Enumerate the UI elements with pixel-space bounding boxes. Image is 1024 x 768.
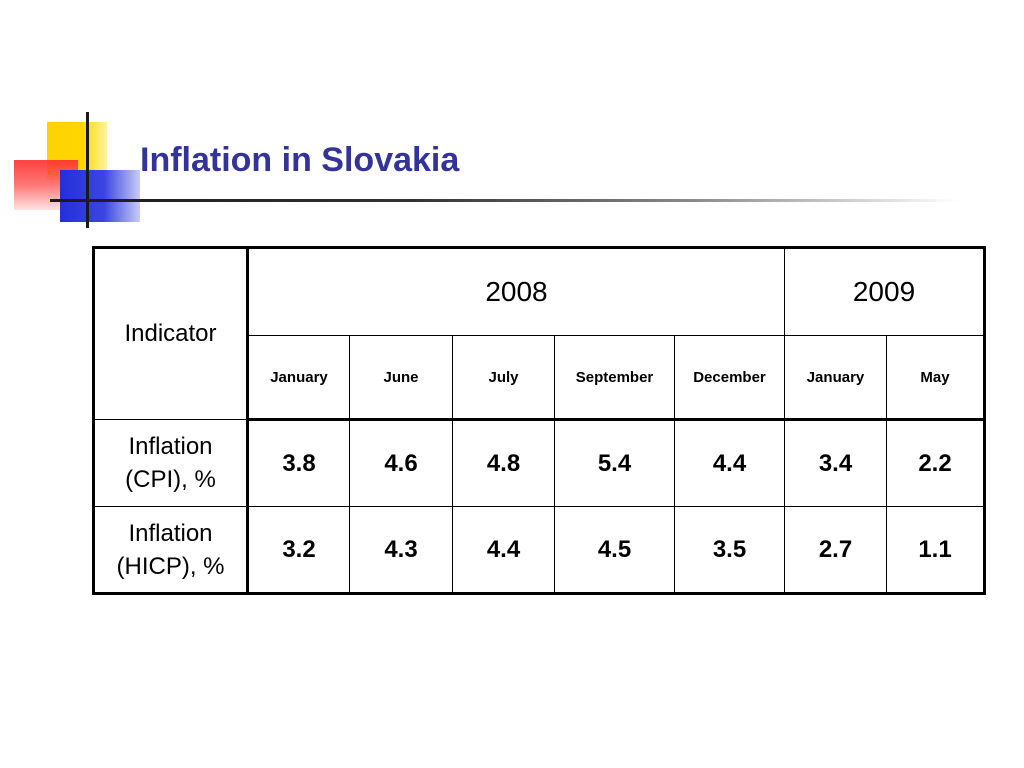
month-header: December — [674, 335, 785, 421]
inflation-table: Indicator 2008 2009 January June July Se… — [92, 246, 987, 595]
row-label-line: (CPI), % — [125, 466, 216, 493]
month-header: July — [452, 335, 555, 421]
row-label-line: Inflation — [128, 519, 213, 547]
table-cell: 4.8 — [452, 419, 555, 507]
row-label-cpi: Inflation (CPI), % — [93, 419, 249, 507]
year-header-2008: 2008 — [247, 247, 785, 336]
table-cell: 5.4 — [554, 419, 675, 507]
year-header-row: Indicator 2008 2009 — [93, 247, 986, 420]
logo-vertical-line — [86, 112, 89, 228]
table-cell: 3.8 — [247, 419, 350, 507]
table-cell: 4.3 — [349, 506, 453, 594]
slide-title: Inflation in Slovakia — [140, 141, 460, 179]
row-label-hicp: Inflation (HICP), % — [93, 506, 249, 594]
month-header: June — [349, 335, 453, 421]
table-cell: 2.7 — [784, 506, 887, 594]
table-cell: 3.5 — [674, 506, 785, 594]
table-cell: 2.2 — [885, 419, 986, 507]
month-header: January — [247, 335, 350, 421]
table-cell: 4.4 — [674, 419, 785, 507]
month-header: September — [554, 335, 675, 421]
indicator-header: Indicator — [93, 247, 249, 420]
year-header-2009: 2009 — [783, 247, 986, 336]
logo-blue-square — [60, 170, 140, 222]
inflation-table-container: Indicator 2008 2009 January June July Se… — [92, 246, 987, 595]
row-label-line: Inflation — [128, 433, 213, 460]
slide-logo-decoration — [0, 0, 160, 240]
table-cell: 4.6 — [349, 419, 453, 507]
table-cell: 4.5 — [554, 506, 675, 594]
table-cell: 3.2 — [247, 506, 350, 594]
month-header-row: January June July September December Jan… — [94, 335, 986, 421]
row-label-line: (HICP), % — [116, 552, 225, 580]
table-cell: 4.4 — [452, 506, 555, 594]
title-underline — [50, 199, 960, 202]
table-cell: 1.1 — [885, 506, 986, 594]
table-row-cpi: Inflation (CPI), % 3.8 4.6 4.8 5.4 4.4 3… — [93, 419, 986, 507]
month-header: January — [784, 335, 887, 421]
month-header: May — [885, 335, 986, 421]
table-row-hicp: Inflation (HICP), % 3.2 4.3 4.4 4.5 3.5 … — [93, 506, 986, 594]
table-cell: 3.4 — [784, 419, 887, 507]
